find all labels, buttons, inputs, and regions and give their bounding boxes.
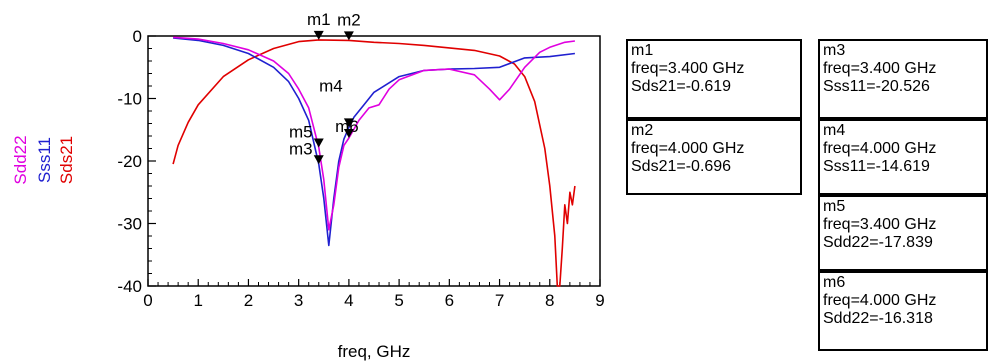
marker-name: m1 (631, 42, 654, 59)
marker-name: m6 (823, 274, 846, 291)
marker-box-m5: m5 freq=3.400 GHz Sdd22=-17.839 (818, 195, 988, 271)
legend-entry-sdd22: Sdd22 (11, 135, 30, 184)
y-tick-label: -40 (117, 277, 142, 296)
series-line-sds21 (172, 39, 576, 287)
series-line-sss11 (173, 37, 575, 247)
marker-label-m2: m2 (337, 10, 361, 29)
marker-triangle-m3 (313, 155, 324, 165)
series-line-sdd22 (173, 36, 576, 231)
y-tick-label: 0 (133, 27, 142, 46)
legend-entry-sss11: Sss11 (35, 137, 54, 183)
marker-box-m6: m6 freq=4.000 GHz Sdd22=-16.318 (818, 271, 988, 351)
marker-box-m3: m3 freq=3.400 GHz Sss11=-20.526 (818, 39, 988, 119)
marker-triangle-m1 (313, 30, 324, 40)
x-tick-label: 9 (595, 291, 604, 310)
x-tick-label: 5 (394, 291, 403, 310)
marker-value: Sdd22=-17.839 (823, 234, 933, 251)
marker-box-m4: m4 freq=4.000 GHz Sss11=-14.619 (818, 119, 988, 195)
x-tick-label: 6 (445, 291, 454, 310)
marker-value: Sdd22=-16.318 (823, 310, 933, 327)
y-tick-label: -30 (117, 215, 142, 234)
x-tick-label: 3 (294, 291, 303, 310)
x-tick-label: 4 (344, 291, 353, 310)
marker-box-m2: m2 freq=4.000 GHz Sds21=-0.696 (626, 119, 802, 195)
marker-label-m4: m4 (319, 76, 343, 95)
marker-label-m1: m1 (307, 10, 331, 29)
plot-area (147, 35, 601, 287)
marker-box-m1: m1 freq=3.400 GHz Sds21=-0.619 (626, 39, 802, 119)
y-tick-label: -10 (117, 90, 142, 109)
marker-value: Sds21=-0.696 (631, 158, 732, 175)
marker-label-m6: m6 (335, 117, 359, 136)
marker-triangle-m5 (313, 138, 324, 148)
marker-name: m4 (823, 122, 846, 139)
y-tick-label: -20 (117, 152, 142, 171)
marker-name: m2 (631, 122, 654, 139)
marker-freq: freq=4.000 GHz (823, 140, 937, 157)
marker-freq: freq=3.400 GHz (631, 60, 745, 77)
marker-triangle-m4 (343, 118, 354, 128)
x-tick-label: 8 (545, 291, 554, 310)
x-axis-label: freq, GHz (338, 342, 411, 361)
marker-triangle-m2 (343, 31, 354, 41)
x-tick-label: 1 (193, 291, 202, 310)
marker-freq: freq=3.400 GHz (823, 60, 937, 77)
marker-freq: freq=4.000 GHz (631, 140, 745, 157)
legend-entry-sds21: Sds21 (57, 136, 76, 184)
x-tick-label: 7 (495, 291, 504, 310)
marker-label-m5: m5 (289, 122, 313, 141)
marker-value: Sss11=-20.526 (823, 78, 930, 95)
marker-value: Sss11=-14.619 (823, 158, 930, 175)
x-tick-label: 0 (143, 291, 152, 310)
marker-triangle-m6 (343, 128, 354, 138)
marker-name: m3 (823, 42, 846, 59)
marker-name: m5 (823, 198, 846, 215)
x-tick-label: 2 (244, 291, 253, 310)
marker-value: Sds21=-0.619 (631, 78, 732, 95)
marker-label-m3: m3 (289, 139, 313, 158)
marker-freq: freq=3.400 GHz (823, 216, 937, 233)
marker-freq: freq=4.000 GHz (823, 292, 937, 309)
